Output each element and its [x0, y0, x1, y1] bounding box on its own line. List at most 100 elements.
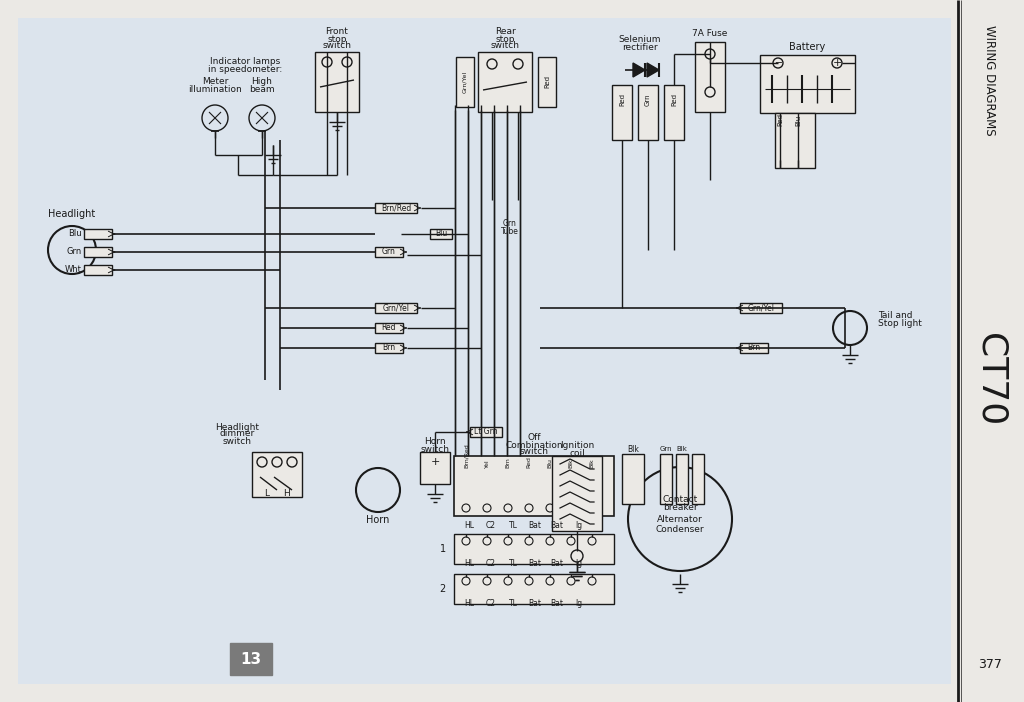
Text: Red: Red	[618, 93, 625, 107]
Text: Bat: Bat	[528, 600, 542, 609]
Text: 377: 377	[978, 658, 1001, 672]
Text: Blu: Blu	[548, 458, 553, 468]
Text: Condenser: Condenser	[655, 526, 705, 534]
Text: Headlight: Headlight	[215, 423, 259, 432]
Text: Tube: Tube	[501, 227, 519, 235]
Text: Grn: Grn	[659, 446, 673, 452]
Text: Ig: Ig	[575, 600, 583, 609]
Bar	[252, 452, 302, 497]
Text: Bat: Bat	[528, 559, 542, 569]
Text: Ignition: Ignition	[560, 442, 594, 451]
Bar	[84, 247, 112, 257]
Bar	[230, 643, 272, 675]
Text: Bat: Bat	[551, 559, 563, 569]
Text: L: L	[264, 489, 269, 498]
Bar	[84, 265, 112, 275]
Text: 1: 1	[440, 544, 446, 554]
Text: Grn: Grn	[382, 248, 396, 256]
Text: Grn: Grn	[645, 93, 651, 106]
Text: switch: switch	[421, 444, 450, 453]
Bar	[84, 229, 112, 239]
Text: coil: coil	[569, 449, 585, 458]
Text: C2: C2	[486, 559, 496, 569]
Text: Red: Red	[671, 93, 677, 107]
Text: Lt Grn: Lt Grn	[474, 428, 498, 437]
Text: Blk: Blk	[590, 458, 595, 468]
Text: HL: HL	[464, 600, 474, 609]
Text: ─: ─	[775, 58, 781, 68]
Bar	[454, 534, 614, 564]
Text: Front: Front	[326, 27, 348, 37]
Text: breaker: breaker	[663, 503, 697, 512]
Text: 7A Fuse: 7A Fuse	[692, 29, 728, 39]
Polygon shape	[633, 63, 645, 77]
Text: 13: 13	[241, 651, 261, 666]
Text: Blu: Blu	[795, 114, 801, 126]
Text: dimmer: dimmer	[219, 430, 255, 439]
Text: Grn/Yel: Grn/Yel	[748, 303, 774, 312]
Bar	[420, 452, 450, 484]
Bar	[470, 427, 502, 437]
Text: switch: switch	[490, 41, 519, 51]
Text: Blk: Blk	[677, 446, 687, 452]
Text: Brn: Brn	[506, 457, 511, 468]
Text: Red: Red	[526, 456, 531, 468]
Bar	[375, 203, 417, 213]
Text: Red: Red	[382, 324, 396, 333]
Bar	[760, 55, 855, 113]
Text: Headlight: Headlight	[48, 209, 95, 219]
Text: switch: switch	[323, 41, 351, 51]
Bar	[430, 229, 452, 239]
Text: 2: 2	[439, 584, 446, 594]
Bar	[676, 454, 688, 504]
Text: TL: TL	[509, 600, 517, 609]
Text: Yel: Yel	[484, 459, 489, 468]
Text: Off: Off	[527, 434, 541, 442]
Text: Horn: Horn	[424, 437, 445, 446]
Text: Bat: Bat	[551, 600, 563, 609]
Bar	[538, 57, 556, 107]
Text: Blu: Blu	[435, 230, 447, 239]
Text: Blk: Blk	[627, 444, 639, 453]
Text: stop: stop	[496, 34, 515, 44]
Bar	[660, 454, 672, 504]
Text: Grn: Grn	[503, 220, 517, 228]
Bar	[612, 85, 632, 140]
Text: Combination: Combination	[505, 440, 563, 449]
Text: +: +	[833, 58, 842, 68]
Bar	[695, 42, 725, 112]
Bar	[454, 574, 614, 604]
Text: Ig: Ig	[575, 522, 583, 531]
Text: Bat: Bat	[528, 522, 542, 531]
Text: Brn: Brn	[748, 343, 761, 352]
Text: stop: stop	[328, 34, 347, 44]
Text: Alternator: Alternator	[657, 515, 702, 524]
Text: Meter: Meter	[202, 77, 228, 86]
Text: Brn: Brn	[382, 343, 395, 352]
Bar	[664, 85, 684, 140]
Text: Indicator lamps: Indicator lamps	[210, 58, 281, 67]
Text: Stop light: Stop light	[878, 319, 922, 329]
Text: Blu: Blu	[69, 230, 82, 239]
Text: Grn/Yel: Grn/Yel	[383, 303, 410, 312]
Text: Brn/Red: Brn/Red	[464, 443, 469, 468]
Bar	[456, 57, 474, 107]
Text: Battery: Battery	[788, 42, 825, 52]
Text: rectifier: rectifier	[623, 43, 657, 51]
Text: illumination: illumination	[188, 84, 242, 93]
Bar	[622, 454, 644, 504]
Text: HL: HL	[464, 522, 474, 531]
Text: WIRING DIAGRAMS: WIRING DIAGRAMS	[983, 25, 996, 135]
Text: Grn/Yel: Grn/Yel	[463, 71, 468, 93]
Bar	[454, 456, 614, 516]
Text: C2: C2	[486, 522, 496, 531]
Text: TL: TL	[509, 559, 517, 569]
Bar	[552, 456, 602, 531]
Bar	[315, 52, 359, 112]
Bar	[375, 323, 403, 333]
Text: C2: C2	[486, 600, 496, 609]
Text: Red: Red	[777, 114, 783, 126]
Text: High: High	[252, 77, 272, 86]
Bar	[740, 303, 782, 313]
Text: Bat: Bat	[551, 522, 563, 531]
